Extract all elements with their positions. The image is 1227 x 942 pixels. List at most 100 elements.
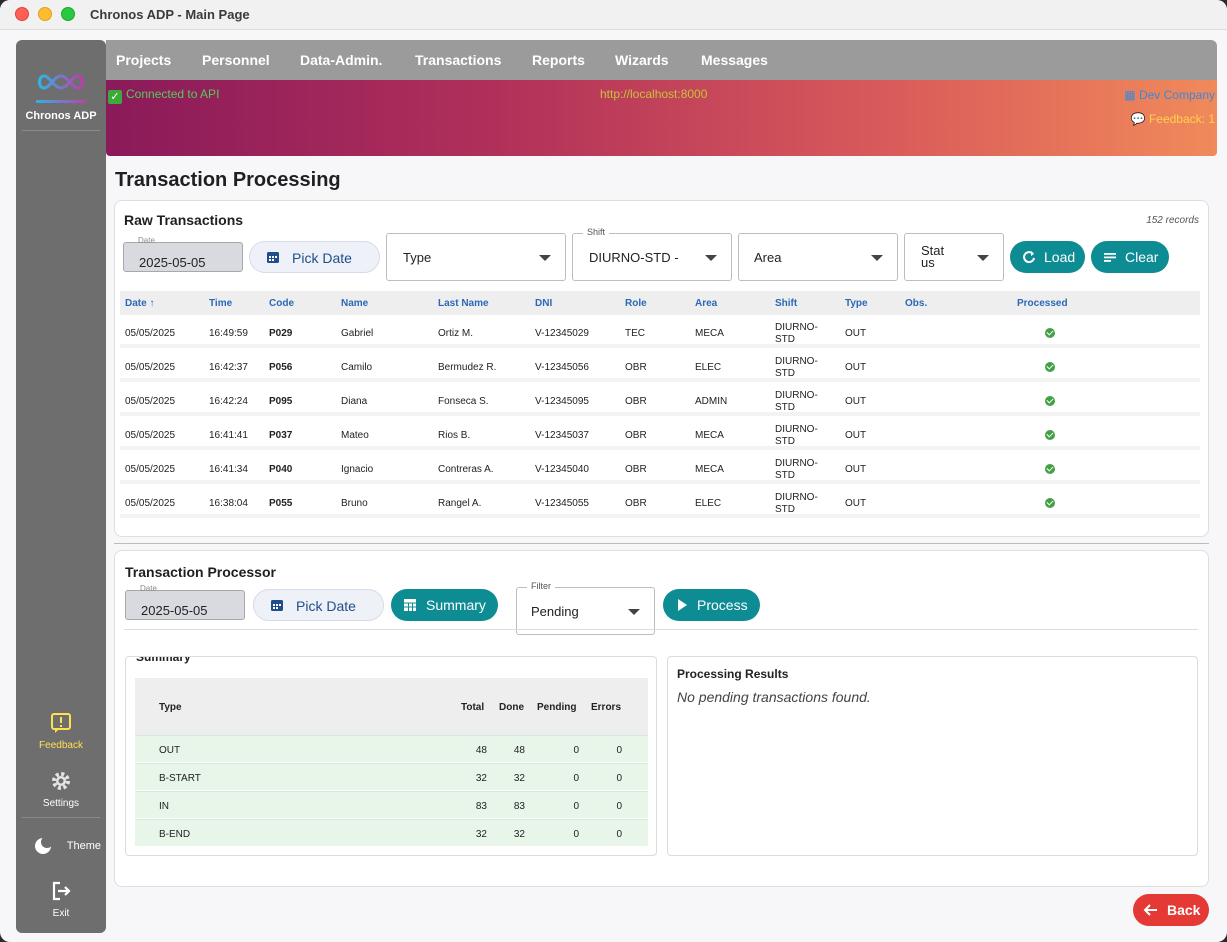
- shift-select[interactable]: Shift DIURNO-STD -: [572, 227, 732, 281]
- sidebar-item-exit[interactable]: Exit: [16, 880, 106, 919]
- cell-pending: 0: [573, 801, 579, 812]
- nav-transactions[interactable]: Transactions: [415, 52, 502, 68]
- cell-date: 05/05/2025: [125, 362, 176, 373]
- nav-projects[interactable]: Projects: [116, 52, 172, 68]
- raw-pick-date-button[interactable]: Pick Date: [249, 241, 380, 273]
- brand-name: Chronos ADP: [25, 110, 97, 122]
- col-done: Done: [499, 702, 524, 713]
- gear-icon: [52, 772, 70, 790]
- col-area[interactable]: Area: [695, 298, 718, 309]
- col-type: Type: [159, 702, 182, 713]
- cell-time: 16:41:34: [209, 464, 248, 475]
- cell-code: P056: [269, 362, 293, 373]
- nav-messages[interactable]: Messages: [701, 52, 768, 68]
- zoom-window-button[interactable]: [61, 7, 75, 21]
- chat-bubble-icon: 💬: [1130, 112, 1149, 126]
- cell-area: MECA: [695, 464, 724, 475]
- processed-check-icon: [1045, 430, 1055, 440]
- table-row[interactable]: 05/05/2025 16:42:37 P056 Camilo Bermudez…: [120, 352, 1200, 382]
- col-last-name[interactable]: Last Name: [438, 298, 489, 309]
- cell-code: P040: [269, 464, 293, 475]
- table-row[interactable]: 05/05/2025 16:42:24 P095 Diana Fonseca S…: [120, 386, 1200, 416]
- cell-area: ADMIN: [695, 396, 728, 407]
- table-row[interactable]: 05/05/2025 16:38:04 P055 Bruno Rangel A.…: [120, 488, 1200, 518]
- nav-data-admin[interactable]: Data-Admin.: [300, 52, 383, 68]
- chevron-down-icon: [871, 255, 883, 261]
- building-icon: ▦: [1124, 88, 1139, 102]
- summary-button[interactable]: Summary: [391, 589, 498, 621]
- cell-name: Diana: [341, 396, 368, 407]
- col-type[interactable]: Type: [845, 298, 868, 309]
- table-row[interactable]: 05/05/2025 16:49:59 P029 Gabriel Ortiz M…: [120, 318, 1200, 348]
- page-title: Transaction Processing: [115, 169, 341, 191]
- cell-last-name: Bermudez R.: [438, 362, 497, 373]
- table-icon: [404, 599, 416, 611]
- check-icon: ✓: [108, 90, 122, 104]
- type-select[interactable]: Type: [386, 233, 566, 281]
- nav-wizards[interactable]: Wizards: [615, 52, 669, 68]
- nav-reports[interactable]: Reports: [532, 52, 585, 68]
- cell-dni: V-12345029: [535, 328, 589, 339]
- cell-time: 16:42:24: [209, 396, 248, 407]
- processed-check-icon: [1045, 498, 1055, 508]
- clear-lines-icon: [1104, 253, 1116, 262]
- area-select[interactable]: Area: [738, 233, 898, 281]
- status-select[interactable]: Stat us: [904, 233, 1004, 281]
- col-name[interactable]: Name: [341, 298, 369, 309]
- select-value: Stat us: [921, 243, 945, 270]
- processor-date-field[interactable]: Date 2025-05-05: [125, 584, 245, 620]
- nav-personnel[interactable]: Personnel: [202, 52, 270, 68]
- sidebar-item-settings[interactable]: Settings: [16, 770, 106, 809]
- cell-total: 48: [475, 745, 487, 756]
- cell-date: 05/05/2025: [125, 396, 176, 407]
- cell-role: OBR: [625, 396, 647, 407]
- back-button[interactable]: Back: [1133, 894, 1209, 926]
- cell-type: IN: [159, 801, 169, 812]
- section-divider: [114, 543, 1209, 544]
- connection-status-text: Connected to API: [126, 87, 220, 101]
- cell-shift: DIURNO-STD: [775, 390, 818, 410]
- col-dni[interactable]: DNI: [535, 298, 553, 309]
- table-row[interactable]: 05/05/2025 16:41:34 P040 Ignacio Contrer…: [120, 454, 1200, 484]
- feedback-count[interactable]: 💬 Feedback: 1: [1131, 112, 1215, 126]
- sidebar-item-feedback[interactable]: Feedback: [16, 712, 106, 751]
- col-shift[interactable]: Shift: [775, 298, 798, 309]
- button-label: Back: [1167, 902, 1201, 918]
- raw-table-header: Date ↑ Time Code Name Last Name DNI Role…: [120, 291, 1200, 315]
- refresh-icon: [1023, 251, 1035, 264]
- sidebar-divider: [22, 817, 100, 818]
- col-role[interactable]: Role: [625, 298, 647, 309]
- cell-name: Mateo: [341, 430, 369, 441]
- processor-pick-date-button[interactable]: Pick Date: [253, 589, 384, 621]
- col-obs[interactable]: Obs.: [905, 298, 928, 309]
- cell-errors: 0: [616, 745, 622, 756]
- cell-code: P037: [269, 430, 293, 441]
- sidebar-item-theme[interactable]: Theme: [16, 835, 106, 857]
- load-button[interactable]: Load: [1010, 241, 1085, 273]
- col-time[interactable]: Time: [209, 298, 233, 309]
- process-button[interactable]: Process: [663, 589, 760, 621]
- col-code[interactable]: Code: [269, 298, 294, 309]
- summary-table-header: Type Total Done Pending Errors: [135, 678, 648, 735]
- cell-pending: 0: [573, 745, 579, 756]
- cell-role: OBR: [625, 464, 647, 475]
- processed-check-icon: [1045, 464, 1055, 474]
- cell-type: OUT: [845, 498, 867, 509]
- select-value: DIURNO-STD -: [589, 250, 679, 265]
- filter-select[interactable]: Filter Pending: [516, 581, 655, 635]
- processed-check-icon: [1045, 328, 1055, 338]
- cell-done: 32: [513, 829, 525, 840]
- company-link[interactable]: ▦ Dev Company: [1124, 88, 1215, 102]
- close-window-button[interactable]: [15, 7, 29, 21]
- minimize-window-button[interactable]: [38, 7, 52, 21]
- col-date[interactable]: Date ↑: [125, 298, 155, 309]
- raw-date-field[interactable]: Date 2025-05-05: [123, 236, 243, 272]
- company-name: Dev Company: [1138, 88, 1215, 102]
- table-row[interactable]: 05/05/2025 16:41:41 P037 Mateo Rios B. V…: [120, 420, 1200, 450]
- sidebar-item-label: Settings: [42, 798, 80, 809]
- clear-button[interactable]: Clear: [1091, 241, 1169, 273]
- cell-dni: V-12345040: [535, 464, 589, 475]
- summary-title: Summary: [136, 656, 191, 664]
- cell-pending: 0: [573, 829, 579, 840]
- col-processed[interactable]: Processed: [1017, 298, 1068, 309]
